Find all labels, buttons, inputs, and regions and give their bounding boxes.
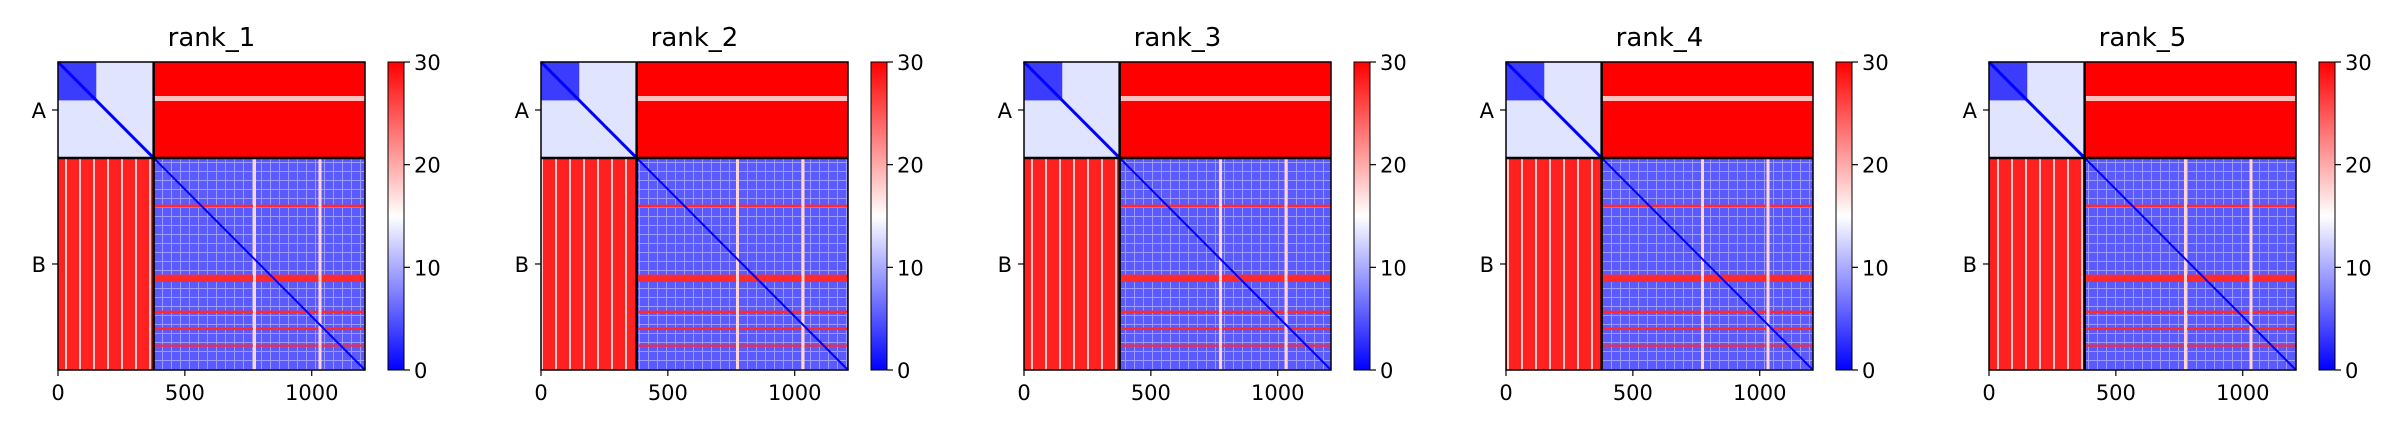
colorbar-tick-label: 10 (414, 256, 441, 280)
colorbar-tick-label: 10 (1380, 256, 1407, 280)
diagonal-B (2083, 157, 2297, 371)
heatmap-panel-3: rank_3 0 500 1000 A B 0 10 20 30 (998, 23, 1407, 405)
colorbar-tick-label: 20 (1862, 154, 1889, 178)
y-tick-label: B (1480, 253, 1494, 277)
block-B-A (1989, 157, 2085, 370)
colorbar-tick-label: 10 (897, 256, 924, 280)
colorbar (1353, 61, 1371, 371)
y-tick-label: A (998, 99, 1013, 123)
colorbar-tick-label: 30 (1862, 51, 1889, 75)
colorbar-tick-label: 30 (1380, 51, 1407, 75)
block-B-A (1506, 157, 1602, 370)
x-tick-label: 0 (51, 381, 64, 405)
colorbar-tick-label: 10 (2345, 256, 2372, 280)
diagonal-A (56, 60, 155, 160)
colorbar-tick-label: 20 (1380, 154, 1407, 178)
block-A-B (636, 62, 848, 158)
y-tick-label: B (32, 253, 46, 277)
colorbar (387, 61, 405, 371)
colorbar-tick-label: 10 (1862, 256, 1889, 280)
heatmap-panel-4: rank_4 0 500 1000 A B 0 10 20 30 (1480, 23, 1889, 405)
diagonal-A (1987, 60, 2086, 160)
diagonal-A (1022, 60, 1121, 160)
colorbar-tick-label: 0 (1380, 359, 1393, 383)
axes-frame (1023, 61, 1332, 371)
panel-title: rank_2 (651, 23, 739, 53)
block-A-B (1601, 62, 1813, 158)
colorbar (2318, 61, 2336, 371)
colorbar-tick-label: 20 (2345, 154, 2372, 178)
colorbar-tick-label: 30 (2345, 51, 2372, 75)
block-B-A (58, 157, 154, 370)
diagonal-B (1600, 157, 1814, 371)
x-tick-label: 1000 (2216, 381, 2269, 405)
colorbar-tick-label: 0 (2345, 359, 2358, 383)
x-tick-label: 1000 (1251, 381, 1304, 405)
colorbar-tick-label: 30 (897, 51, 924, 75)
x-tick-label: 0 (1982, 381, 1995, 405)
colorbar-tick-label: 0 (897, 359, 910, 383)
x-tick-label: 0 (534, 381, 547, 405)
x-tick-label: 0 (1017, 381, 1030, 405)
y-tick-label: B (1963, 253, 1977, 277)
y-tick-label: A (515, 99, 530, 123)
axes-frame (1505, 61, 1814, 371)
x-tick-label: 500 (165, 381, 205, 405)
axes-frame (1988, 61, 2297, 371)
heatmap-panel-1: rank_1 0 500 1000 A B 0 10 20 30 (32, 23, 441, 405)
colorbar (870, 61, 888, 371)
heatmap-panel-5: rank_5 0 500 1000 A B 0 10 20 30 (1963, 23, 2372, 405)
x-tick-label: 0 (1499, 381, 1512, 405)
heatmap-panel-2: rank_2 0 500 1000 A B 0 10 20 30 (515, 23, 924, 405)
x-tick-label: 500 (1131, 381, 1171, 405)
panel-title: rank_3 (1134, 23, 1222, 53)
colorbar-tick-label: 20 (897, 154, 924, 178)
x-tick-label: 500 (2096, 381, 2136, 405)
colorbar-tick-label: 20 (414, 154, 441, 178)
diagonal-B (152, 157, 366, 371)
x-tick-label: 1000 (768, 381, 821, 405)
diagonal-B (635, 157, 849, 371)
colorbar-tick-label: 0 (1862, 359, 1875, 383)
y-tick-label: B (515, 253, 529, 277)
colorbar-tick-label: 0 (414, 359, 427, 383)
diagonal-B (1118, 157, 1332, 371)
y-tick-label: A (32, 99, 47, 123)
block-B-A (541, 157, 637, 370)
diagonal-A (539, 60, 638, 160)
y-tick-label: B (998, 253, 1012, 277)
colorbar (1835, 61, 1853, 371)
colorbar-tick-label: 30 (414, 51, 441, 75)
x-tick-label: 1000 (285, 381, 338, 405)
block-A-B (2084, 62, 2296, 158)
axes-frame (57, 61, 366, 371)
panel-title: rank_5 (2099, 23, 2187, 53)
axes-frame (540, 61, 849, 371)
block-B-A (1024, 157, 1120, 370)
y-tick-label: A (1963, 99, 1978, 123)
panel-title: rank_4 (1616, 23, 1704, 53)
panel-title: rank_1 (168, 23, 256, 53)
y-tick-label: A (1480, 99, 1495, 123)
x-tick-label: 1000 (1733, 381, 1786, 405)
diagonal-A (1504, 60, 1603, 160)
x-tick-label: 500 (1613, 381, 1653, 405)
block-A-B (1119, 62, 1331, 158)
block-A-B (153, 62, 365, 158)
x-tick-label: 500 (648, 381, 688, 405)
